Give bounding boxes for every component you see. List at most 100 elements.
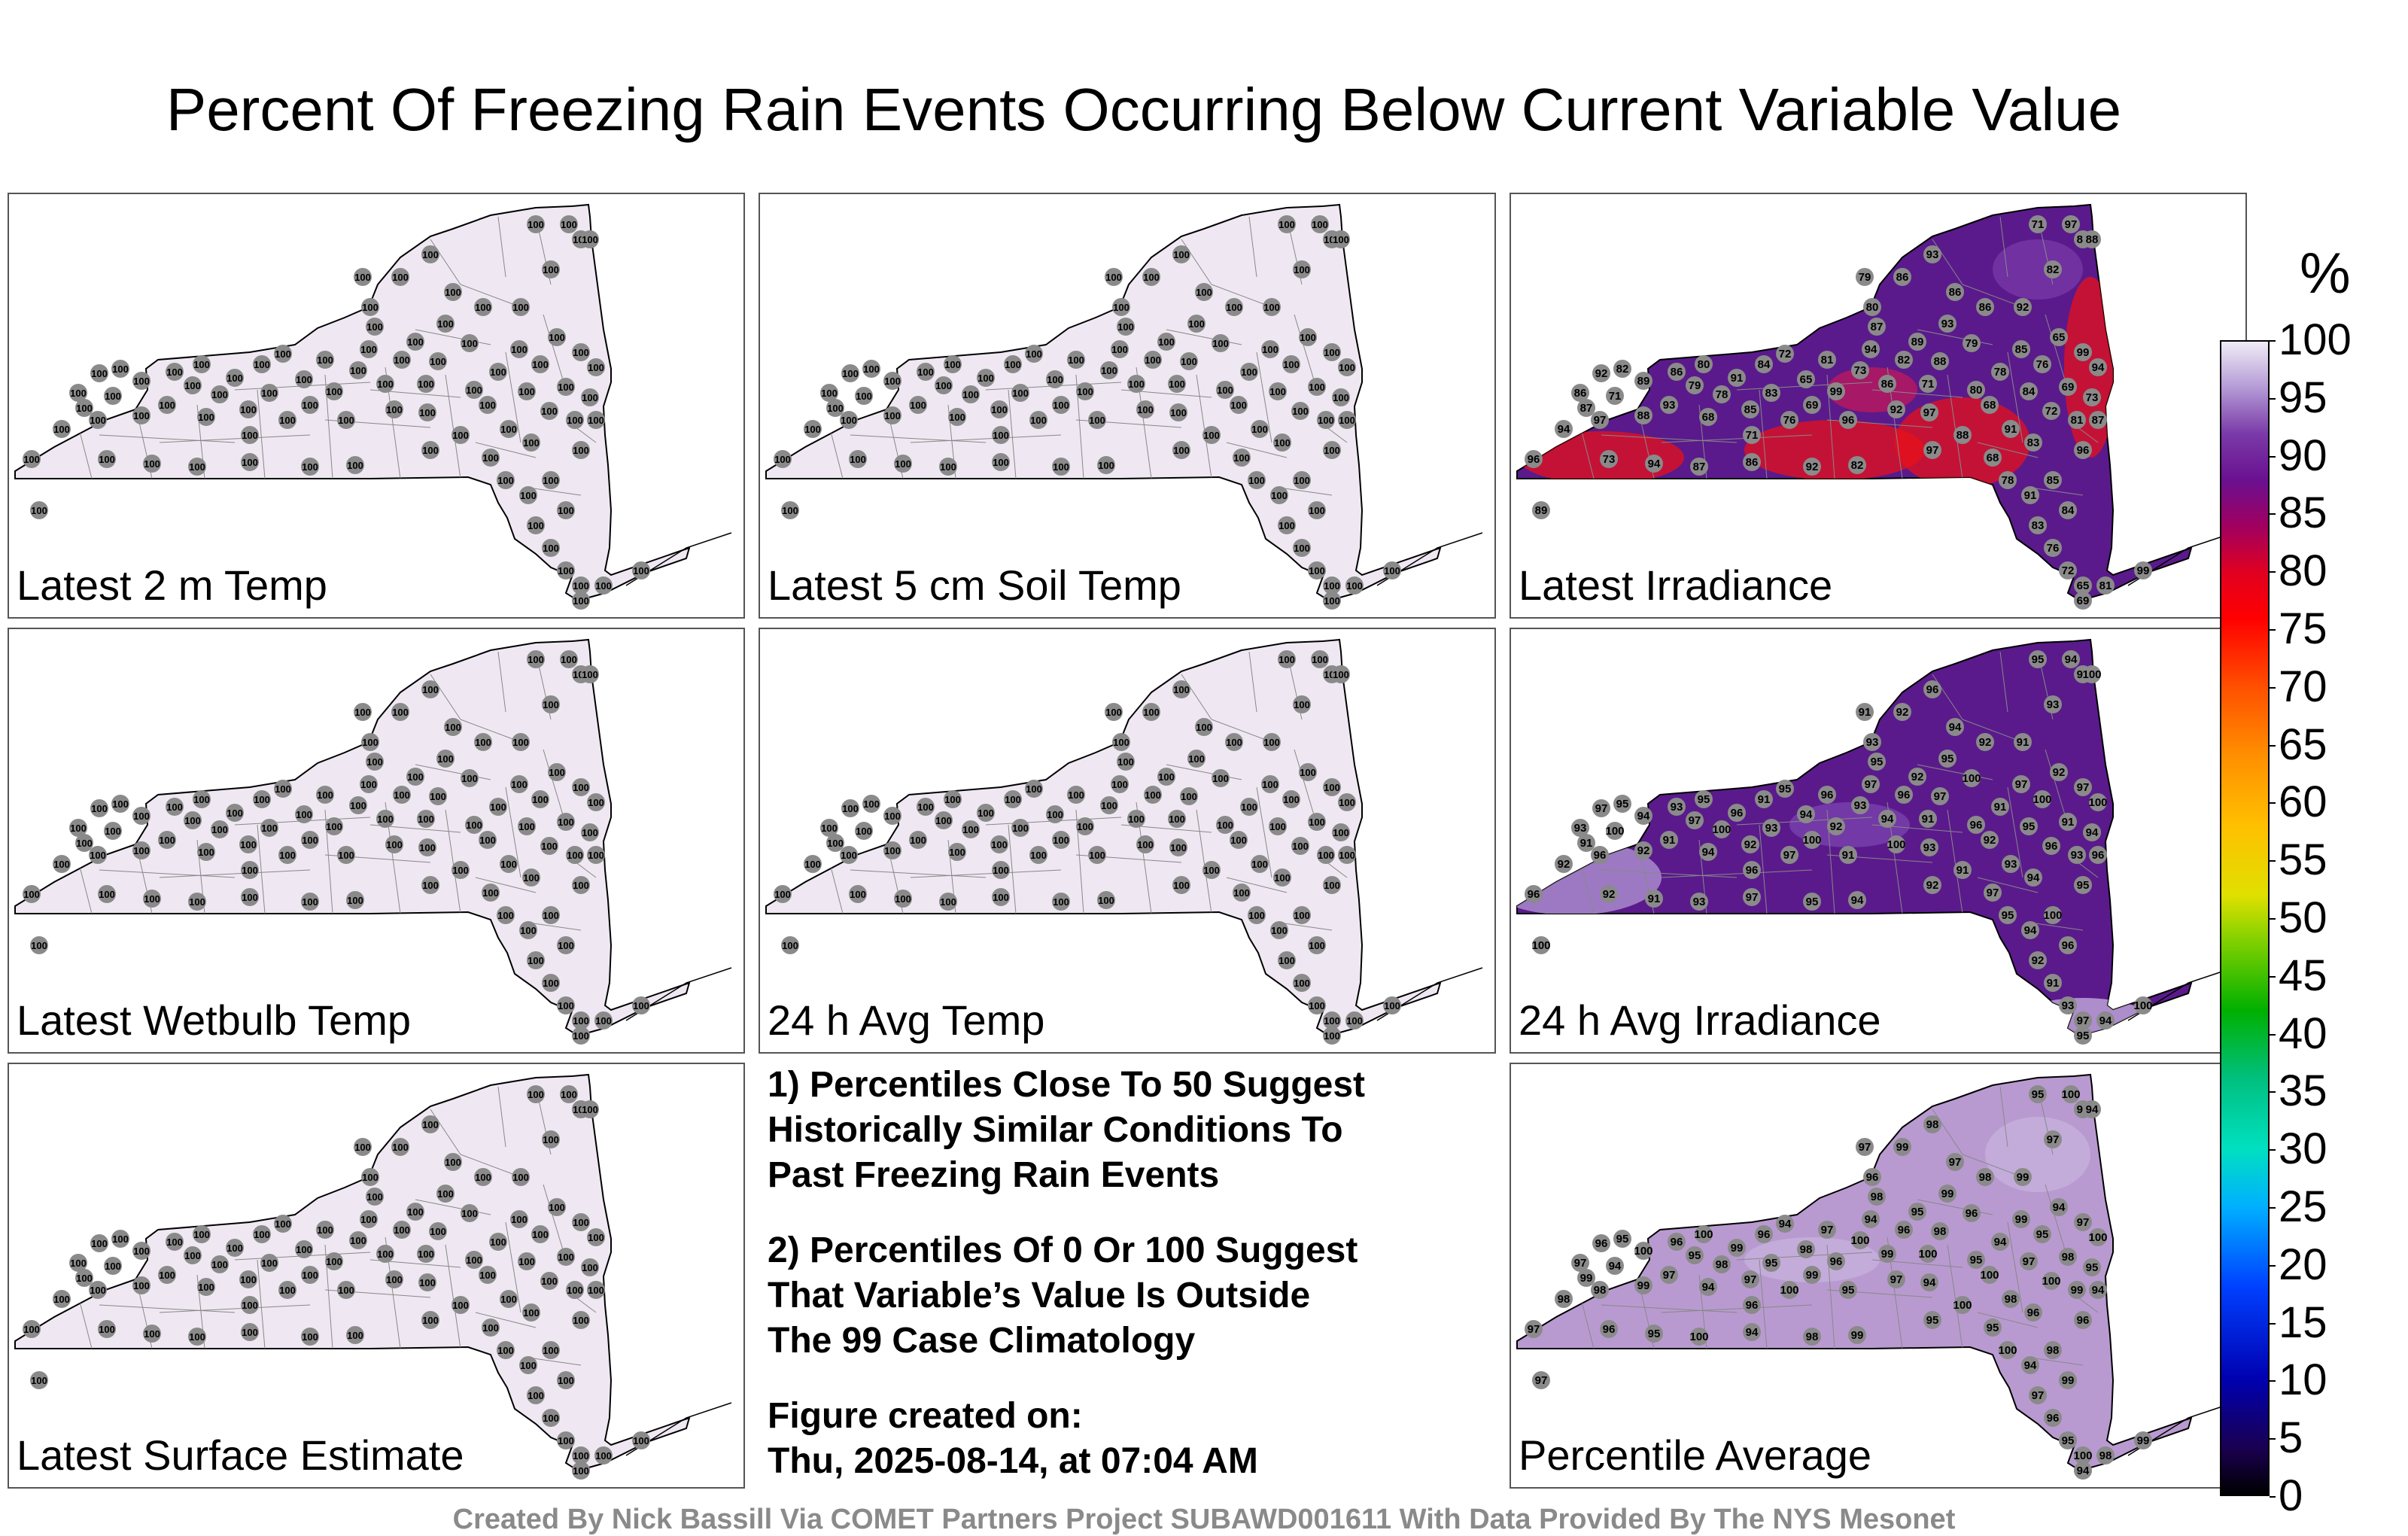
station-marker: 92 xyxy=(1893,703,1911,721)
station-marker: 100 xyxy=(804,420,822,438)
station-value: 71 xyxy=(1609,390,1622,403)
station-marker: 100 xyxy=(1067,351,1085,369)
station-value: 79 xyxy=(1966,337,1978,350)
station-value: 100 xyxy=(1309,1000,1325,1011)
station-marker: 100 xyxy=(862,360,880,378)
station-value: 69 xyxy=(1806,399,1819,412)
station-value: 100 xyxy=(430,356,446,367)
station-value: 99 xyxy=(1896,1141,1909,1154)
station-value: 100 xyxy=(1324,880,1340,891)
station-value: 93 xyxy=(1671,801,1683,814)
station-value: 100 xyxy=(242,892,258,903)
station-marker: 84 xyxy=(2020,382,2038,400)
station-marker: 100 xyxy=(444,283,462,301)
station-marker: 100 xyxy=(393,1221,411,1239)
station-marker: 98 xyxy=(1923,1115,1941,1133)
station-value: 95 xyxy=(2023,820,2036,833)
station-marker: 94 xyxy=(1878,810,1896,828)
station-value: 100 xyxy=(350,1235,366,1246)
station-marker: 100 xyxy=(962,385,980,403)
station-value: 100 xyxy=(497,475,514,486)
station-value: 95 xyxy=(1698,793,1710,806)
station-value: 100 xyxy=(354,1142,371,1153)
station-marker: 100 xyxy=(89,1281,107,1299)
station-marker: 93 xyxy=(1851,796,1869,814)
county-line xyxy=(910,434,1062,443)
station-marker: 100 xyxy=(23,450,41,468)
station-value: 100 xyxy=(347,1330,363,1341)
station-value: 100 xyxy=(159,400,175,411)
station-value: 100 xyxy=(935,380,952,391)
station-marker: 100 xyxy=(1953,1296,1972,1314)
station-marker: 94 xyxy=(1699,843,1717,861)
station-marker: 100 xyxy=(461,334,479,352)
station-value: 100 xyxy=(1271,490,1288,501)
station-marker: 92 xyxy=(1908,768,1926,786)
station-marker: 100 xyxy=(391,268,409,286)
scale-tick-mark xyxy=(2270,397,2276,400)
station-value: 100 xyxy=(895,893,911,905)
station-value: 100 xyxy=(1203,865,1220,876)
station-marker: 100 xyxy=(1172,680,1190,698)
station-value: 100 xyxy=(558,940,574,951)
station-marker: 100 xyxy=(366,753,384,771)
station-value: 99 xyxy=(1637,1279,1650,1292)
station-marker: 97 xyxy=(1660,1266,1678,1284)
station-marker: 100 xyxy=(1278,215,1296,233)
station-value: 100 xyxy=(475,1172,491,1183)
station-marker: 100 xyxy=(316,1221,334,1239)
station-marker: 96 xyxy=(1818,786,1836,804)
station-marker: 95 xyxy=(1839,1281,1857,1299)
station-value: 98 xyxy=(2099,1449,2112,1462)
station-value: 100 xyxy=(782,940,798,951)
county-line xyxy=(257,824,266,914)
scale-tick-mark xyxy=(2270,1496,2276,1498)
station-marker: 100 xyxy=(158,396,176,414)
station-marker: 100 xyxy=(1308,561,1326,579)
station-value: 65 xyxy=(2077,579,2090,592)
station-value: 100 xyxy=(1068,789,1084,801)
station-marker: 100 xyxy=(421,1311,439,1329)
station-value: 93 xyxy=(2005,858,2017,871)
station-value: 100 xyxy=(917,367,934,378)
station-value: 96 xyxy=(2077,444,2090,457)
station-value: 100 xyxy=(1233,452,1250,464)
station-value: 80 xyxy=(1698,358,1710,371)
county-line xyxy=(1932,1109,1963,1155)
county-line xyxy=(1181,239,1212,285)
station-marker: 84 xyxy=(2059,501,2077,519)
station-value: 100 xyxy=(1263,737,1280,748)
station-marker: 100 xyxy=(1332,665,1350,683)
station-value: 65 xyxy=(2053,331,2066,344)
station-value: 98 xyxy=(1871,1191,1884,1203)
station-value: 89 xyxy=(1911,336,1924,348)
station-value: 96 xyxy=(1966,1207,1978,1220)
county-line xyxy=(1962,1154,2023,1178)
station-value: 100 xyxy=(1887,838,1905,851)
station-value: 100 xyxy=(528,955,544,966)
county-line xyxy=(1932,674,1963,720)
station-marker: 100 xyxy=(241,861,259,879)
station-marker: 100 xyxy=(540,1272,558,1290)
station-value: 100 xyxy=(445,287,461,298)
station-value: 100 xyxy=(1101,800,1117,811)
station-value: 100 xyxy=(347,460,363,471)
station-value: 100 xyxy=(227,373,243,384)
station-marker: 100 xyxy=(1291,402,1309,420)
station-marker: 100 xyxy=(429,787,447,805)
station-marker: 100 xyxy=(1850,1231,1870,1249)
station-value: 100 xyxy=(582,234,598,245)
county-line xyxy=(475,442,537,458)
station-marker: 100 xyxy=(1112,298,1130,316)
station-value: 100 xyxy=(821,388,838,399)
station-value: 92 xyxy=(1806,461,1819,473)
station-marker: 76 xyxy=(2033,355,2051,373)
station-value: 100 xyxy=(842,803,859,814)
station-value: 100 xyxy=(1030,850,1047,861)
station-value: 100 xyxy=(296,1244,312,1255)
station-value: 73 xyxy=(2086,391,2099,404)
station-value: 100 xyxy=(1309,940,1325,951)
station-marker: 100 xyxy=(1248,906,1266,924)
station-marker: 96 xyxy=(1895,786,1913,804)
station-marker: 100 xyxy=(1216,381,1234,399)
